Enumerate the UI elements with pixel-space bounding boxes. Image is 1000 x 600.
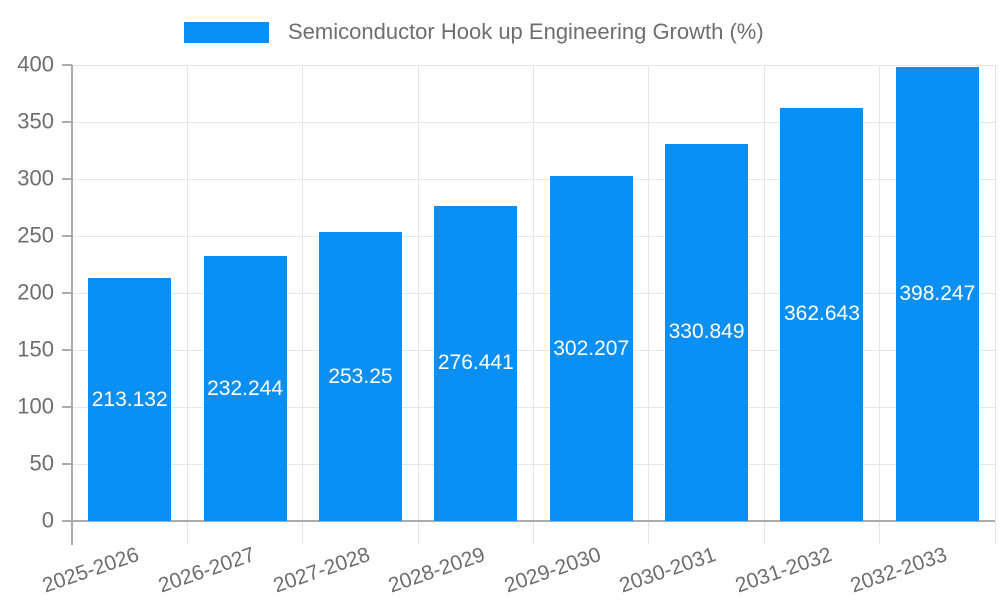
x-gridline — [648, 65, 650, 545]
y-axis-tick — [62, 64, 72, 66]
y-axis-tick — [62, 235, 72, 237]
bar — [780, 107, 864, 521]
x-axis-tick-label: 2025-2026 — [39, 543, 143, 598]
y-axis-tick — [62, 463, 72, 465]
y-axis-tick — [62, 292, 72, 294]
x-axis-tick-label: 2028-2029 — [385, 543, 489, 598]
x-axis-baseline — [62, 520, 995, 522]
bar-value-label: 213.132 — [91, 387, 168, 411]
bar-value-label: 398.247 — [899, 281, 976, 305]
bar-value-label: 232.244 — [207, 376, 284, 400]
x-axis-tick-label: 2027-2028 — [270, 543, 373, 598]
y-axis-tick-label: 350 — [17, 108, 54, 134]
y-axis-tick-label: 200 — [17, 279, 54, 305]
x-axis-tick-label: 2029-2030 — [501, 543, 604, 598]
x-axis-tick-label: 2032-2033 — [847, 543, 950, 598]
x-gridline — [186, 65, 188, 545]
bar — [318, 232, 402, 521]
x-gridline — [533, 65, 534, 545]
x-axis-tick-label: 2030-2031 — [616, 543, 720, 598]
bar — [895, 66, 979, 521]
x-gridline — [879, 65, 881, 545]
bar-value-label: 302.207 — [553, 336, 630, 360]
x-gridline — [417, 65, 419, 545]
y-axis-tick — [62, 178, 72, 180]
y-axis-tick-label: 150 — [17, 336, 54, 362]
bar-value-label: 276.441 — [437, 351, 514, 375]
x-gridline — [763, 65, 765, 545]
y-axis-tick — [62, 349, 72, 351]
bar-value-label: 330.849 — [668, 320, 745, 344]
y-axis-tick-label: 100 — [17, 393, 54, 419]
bar — [665, 143, 749, 521]
legend-label: Semiconductor Hook up Engineering Growth… — [288, 19, 764, 44]
y-axis-line — [71, 65, 73, 545]
x-axis-tick-label: 2026-2027 — [155, 543, 258, 598]
x-axis-tick-label: 2031-2032 — [731, 543, 835, 598]
y-axis-tick-label: 250 — [17, 222, 54, 248]
y-axis-tick-label: 400 — [17, 51, 54, 77]
bar — [434, 205, 518, 521]
y-axis-tick-label: 0 — [41, 507, 54, 533]
bar-value-label: 253.25 — [328, 364, 393, 388]
y-axis-tick-label: 300 — [17, 165, 54, 191]
bar — [549, 176, 633, 521]
x-gridline — [994, 65, 996, 545]
legend[interactable]: Semiconductor Hook up Engineering Growth… — [184, 19, 764, 44]
x-gridline — [302, 65, 304, 545]
y-axis-tick — [62, 406, 72, 408]
legend-swatch — [184, 21, 269, 43]
bar — [88, 278, 172, 521]
y-axis-tick-label: 50 — [29, 450, 54, 476]
bar — [203, 256, 287, 521]
bar-value-label: 362.643 — [783, 302, 860, 326]
plot-area: 0 50 100 150 200 250 300 350 400 213.132 232.244 25… — [17, 51, 996, 597]
y-axis-tick — [62, 121, 72, 123]
